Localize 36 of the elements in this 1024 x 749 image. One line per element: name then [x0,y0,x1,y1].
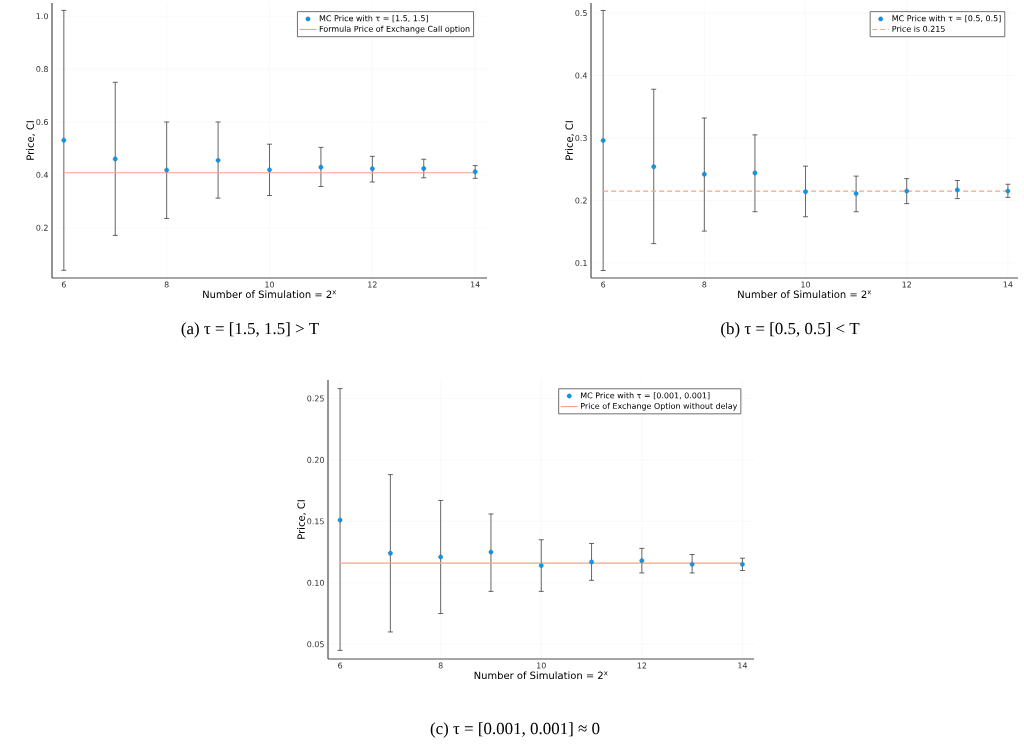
x-axis-title: Number of Simulation = 2$^{x}$ [474,671,608,680]
point [740,562,745,567]
point [600,138,606,143]
point [370,166,375,172]
x-axis-title: Number of Simulation = 2$^{x}$ [738,290,872,299]
point [639,558,645,564]
point [388,550,393,556]
point [689,562,695,567]
point [1005,188,1011,194]
point [421,166,427,171]
y-axis-title: Price, CI [565,121,574,160]
point [589,559,594,565]
text: (a) τ = [1.5, 1.5] > T [181,322,319,338]
point [472,169,478,175]
point [752,170,758,176]
point [803,189,808,195]
y-axis-title: Price, CI [26,121,35,160]
point [164,167,170,173]
point [61,137,67,143]
point [853,191,859,196]
point [318,164,324,170]
text: (c) τ = [0.001, 0.001] ≈ 0 [430,722,600,738]
point [701,171,707,177]
x-axis-title: Number of Simulation = 2$^{x}$ [203,290,337,299]
point [215,157,221,163]
text: (b) τ = [0.5, 0.5] < T [721,322,860,338]
y-axis-title: Price, CI [297,500,306,539]
point [538,563,544,568]
point [488,549,494,555]
point [112,156,118,162]
point [954,187,960,193]
point [651,164,657,170]
point [438,554,444,560]
point [904,188,910,194]
point [267,167,272,173]
point [337,517,343,523]
